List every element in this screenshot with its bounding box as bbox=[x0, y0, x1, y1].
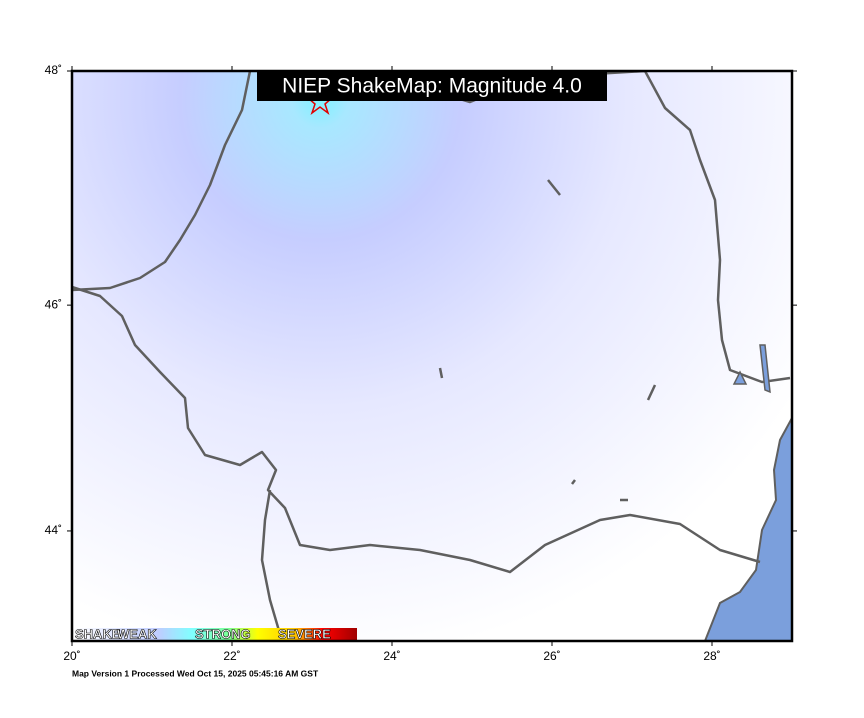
x-tick-label: 22˚ bbox=[223, 649, 240, 663]
legend-label: WEAK bbox=[117, 626, 157, 641]
lake bbox=[438, 179, 657, 502]
intensity-field bbox=[72, 71, 792, 641]
footer: Map Version 1 Processed Wed Oct 15, 2025… bbox=[72, 668, 319, 678]
x-tick-label: 20˚ bbox=[63, 649, 80, 663]
legend-label: SHAKE bbox=[75, 626, 121, 641]
y-tick-label: 44˚ bbox=[45, 523, 62, 537]
lake bbox=[732, 370, 748, 385]
title: NIEP ShakeMap: Magnitude 4.0 bbox=[282, 75, 582, 98]
border bbox=[72, 285, 761, 574]
legend-bar bbox=[73, 628, 357, 640]
frame bbox=[70, 69, 794, 643]
y-tick-label: 46˚ bbox=[45, 297, 62, 311]
border bbox=[260, 489, 284, 641]
lake bbox=[759, 344, 771, 394]
title-box bbox=[257, 72, 607, 101]
border bbox=[72, 71, 252, 292]
black-sea bbox=[703, 417, 792, 641]
y-tick-label: 48˚ bbox=[45, 63, 62, 77]
legend-label: SEVERE bbox=[278, 626, 331, 641]
x-tick-label: 28˚ bbox=[703, 649, 720, 663]
x-tick-label: 26˚ bbox=[543, 649, 560, 663]
x-tick-label: 24˚ bbox=[383, 649, 400, 663]
legend-label: STRONG bbox=[195, 626, 251, 641]
